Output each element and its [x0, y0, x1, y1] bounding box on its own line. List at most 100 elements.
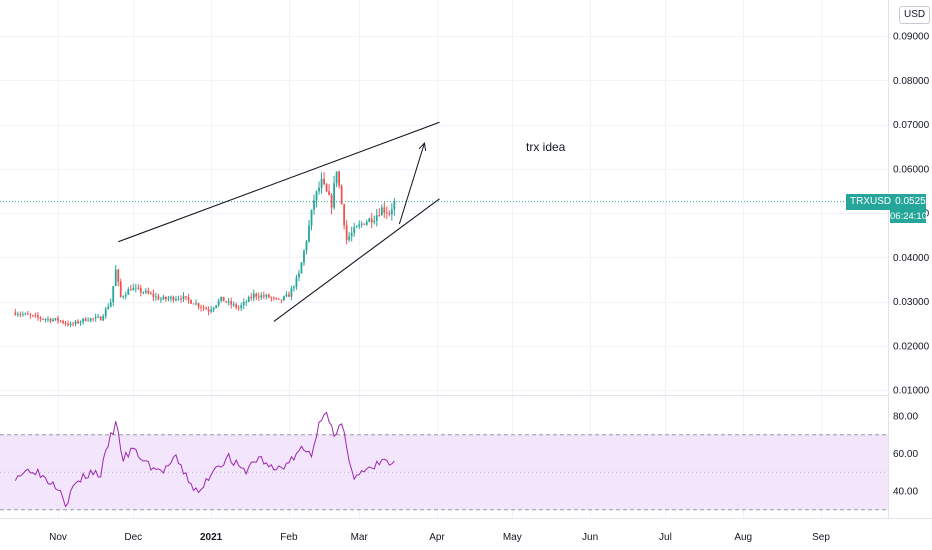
candle-body [375, 215, 378, 221]
candle-body [270, 297, 273, 299]
candle-body [62, 320, 64, 323]
rsi-axis[interactable]: 40.00 60.00 80.00 [893, 412, 918, 498]
candle-body [255, 293, 258, 297]
candles [14, 170, 396, 328]
candle-body [175, 299, 177, 301]
price-tick-label: 0.01000 [893, 386, 930, 397]
candle-body [129, 289, 132, 291]
price-tick-label: 0.08000 [893, 76, 930, 87]
candle-body [57, 318, 59, 321]
candle-body [185, 296, 187, 298]
candle-body [21, 314, 24, 315]
candle-body [92, 318, 95, 320]
candle-body [89, 318, 92, 321]
candle-body [383, 207, 386, 213]
candle-body [272, 297, 275, 299]
candle-body [99, 316, 102, 321]
candle-body [240, 305, 243, 309]
time-tick-label: Dec [124, 532, 142, 543]
candle-body [26, 313, 29, 315]
currency-button[interactable]: USD [899, 6, 931, 24]
candle-body [313, 200, 315, 210]
last-price-tag: TRXUSD 0.05257 [846, 194, 931, 210]
candle-body [250, 297, 253, 298]
candle-body [283, 296, 285, 301]
candle-body [119, 281, 122, 297]
rsi-tick-label: 80.00 [893, 412, 918, 423]
candle-body [350, 232, 353, 237]
candle-body [104, 308, 107, 317]
candle-body [330, 194, 333, 208]
price-tick-label: 0.07000 [893, 120, 930, 131]
candle-body [177, 298, 180, 300]
candle-body [340, 185, 343, 205]
candle-body [363, 223, 366, 225]
candle-body [345, 225, 348, 240]
price-tick-label: 0.04000 [893, 253, 930, 264]
candle-body [142, 292, 145, 294]
candle-body [72, 323, 74, 325]
candle-body [348, 236, 351, 240]
candle-body [358, 224, 361, 227]
candle-body [293, 286, 295, 289]
bar-countdown: 06:24:10 [890, 210, 927, 223]
lower-trendline[interactable] [273, 198, 440, 322]
chart-annotation[interactable]: trx idea [526, 140, 566, 154]
candle-body [388, 213, 391, 215]
candle-body [180, 298, 182, 300]
arrow-line[interactable] [398, 142, 425, 225]
candle-body [215, 305, 218, 308]
time-axis[interactable]: Nov Dec 2021 Feb Mar Apr May Jun Jul Aug Sep [49, 532, 830, 543]
upper-trendline[interactable] [118, 121, 440, 243]
candle-body [47, 318, 49, 320]
candle-body [237, 307, 240, 309]
candle-body [16, 314, 19, 316]
price-tick-label: 0.02000 [893, 341, 930, 352]
price-tick-label: 0.09000 [893, 32, 930, 43]
arrow-head[interactable] [418, 141, 427, 152]
candle-body [323, 178, 325, 185]
candle-body [84, 318, 87, 321]
candle-body [97, 316, 100, 318]
candle-body [298, 273, 300, 278]
candle-body [212, 307, 215, 310]
time-tick-label: Jul [659, 532, 672, 543]
candle-body [220, 296, 223, 301]
candle-body [360, 223, 363, 225]
candle-body [235, 304, 238, 308]
candle-body [34, 315, 37, 317]
candle-body [378, 215, 381, 217]
candle-body [370, 218, 373, 223]
candle-body [87, 320, 90, 322]
candle-body [262, 295, 265, 297]
candle-body [102, 316, 105, 321]
candle-body [147, 290, 150, 294]
candle-body [245, 301, 248, 303]
candle-body [380, 207, 383, 216]
candle-body [67, 323, 69, 326]
candle-body [260, 295, 263, 298]
candle-body [210, 309, 213, 312]
price-tag-value: 0.05257 [895, 196, 932, 207]
candle-body [127, 289, 130, 295]
candle-body [247, 297, 250, 302]
price-tick-label: 0.06000 [893, 164, 930, 175]
rsi-tick-label: 40.00 [893, 487, 918, 498]
candle-body [172, 296, 175, 301]
candle-body [49, 318, 52, 322]
candle-body [225, 301, 228, 303]
drawings[interactable] [118, 121, 440, 322]
candle-body [64, 322, 67, 324]
candle-body [19, 314, 22, 316]
candle-body [230, 301, 233, 305]
candle-body [52, 319, 54, 322]
candle-body [79, 321, 82, 324]
rsi-tick-label: 60.00 [893, 449, 918, 460]
time-tick-label: Sep [812, 532, 830, 543]
candle-body [290, 288, 293, 297]
price-tag-symbol: TRXUSD [850, 196, 892, 207]
candle-body [82, 318, 84, 322]
candle-body [77, 321, 79, 324]
candle-body [192, 303, 195, 305]
